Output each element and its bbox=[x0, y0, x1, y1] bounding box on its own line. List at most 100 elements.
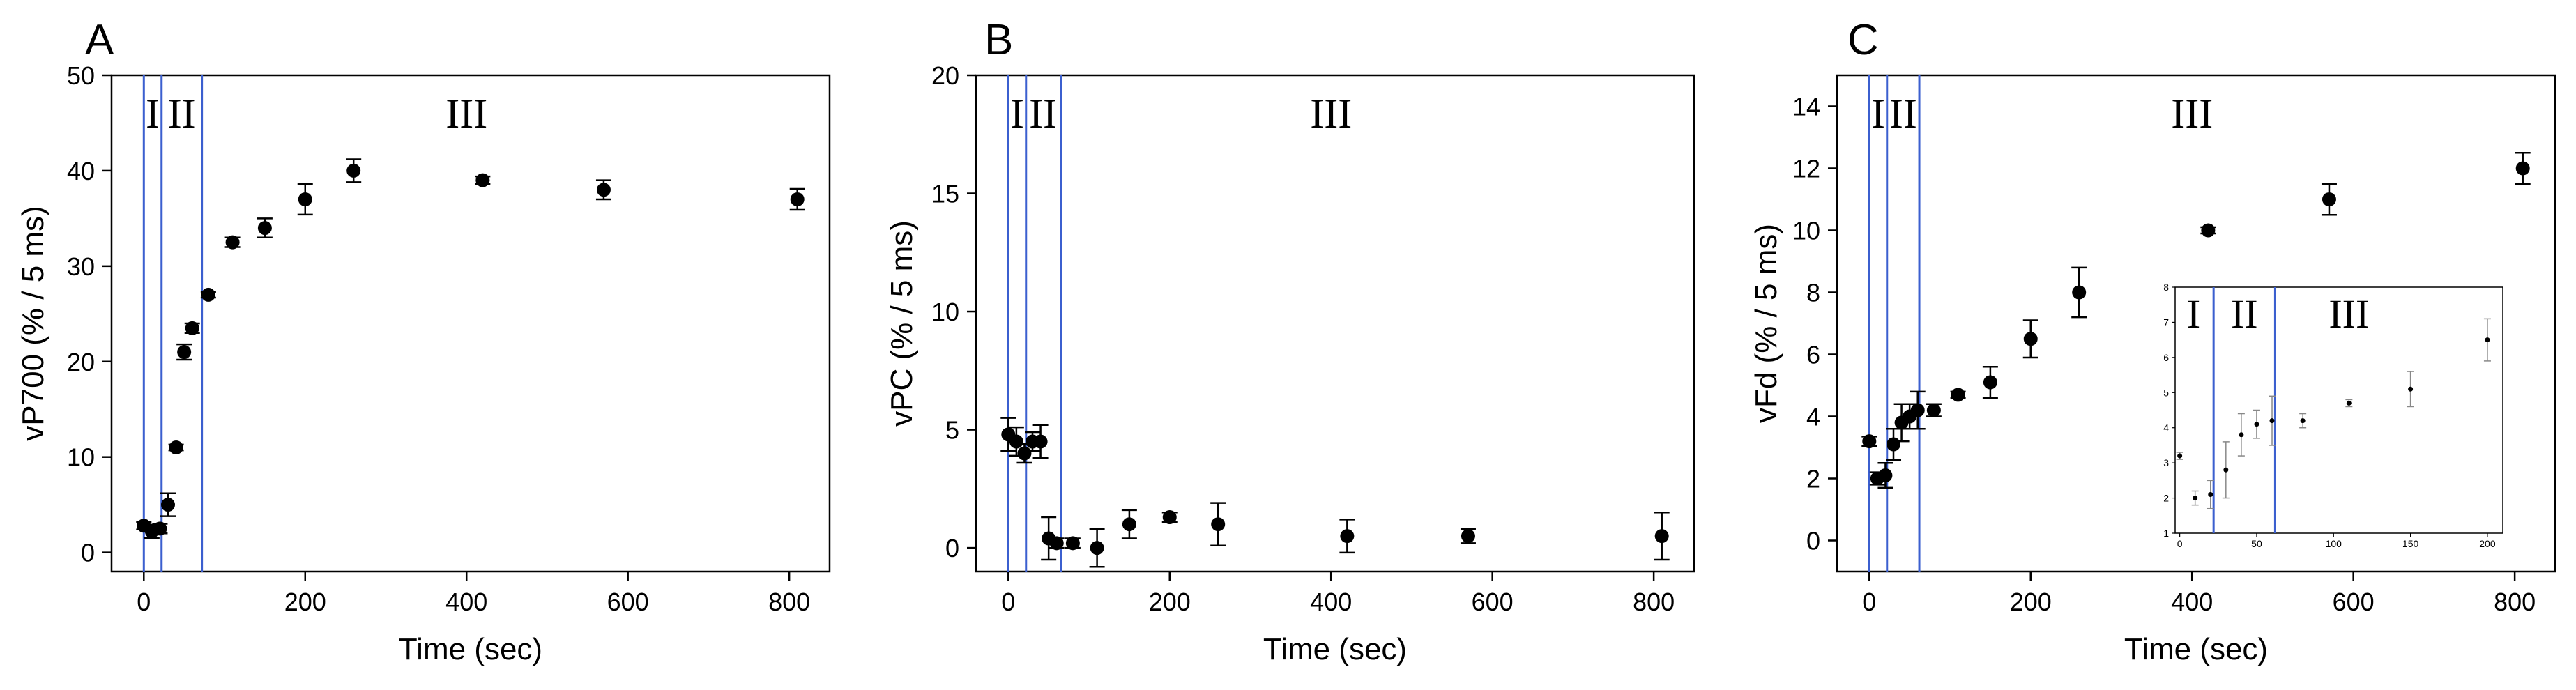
y-tick-label-7: 14 bbox=[1792, 93, 1820, 121]
y-tick-label-4: 20 bbox=[931, 61, 959, 90]
inset-x-tick-label-0: 0 bbox=[2177, 538, 2183, 549]
x-tick-label-1: 200 bbox=[2010, 588, 2052, 616]
inset-y-tick-label-2: 3 bbox=[2163, 457, 2169, 468]
inset-data-point-10 bbox=[2485, 337, 2490, 343]
inset-region-label-0: I bbox=[2187, 291, 2200, 337]
data-point-8 bbox=[1951, 388, 1965, 402]
inset-data-point-2 bbox=[2208, 492, 2213, 498]
inset-y-tick-label-4: 5 bbox=[2163, 387, 2169, 398]
x-tick-label-1: 200 bbox=[1149, 588, 1191, 616]
inset-data-point-3 bbox=[2223, 467, 2229, 473]
inset-data-point-4 bbox=[2239, 432, 2244, 438]
data-point-13 bbox=[2322, 192, 2336, 206]
plot-frame bbox=[975, 74, 1695, 573]
y-tick-label-3: 30 bbox=[67, 252, 95, 281]
y-tick-label-3: 6 bbox=[1806, 341, 1820, 369]
data-point-7 bbox=[1926, 403, 1941, 417]
inset-region-label-1: II bbox=[2231, 291, 2258, 337]
inset-y-tick-label-1: 2 bbox=[2163, 493, 2169, 504]
y-tick-label-4: 40 bbox=[67, 157, 95, 185]
y-tick-label-2: 20 bbox=[67, 348, 95, 376]
data-point-9 bbox=[1983, 375, 1997, 390]
inset-y-tick-label-6: 7 bbox=[2163, 316, 2169, 328]
y-axis-label: vP700 (% / 5 ms) bbox=[16, 206, 50, 440]
data-point-8 bbox=[225, 235, 240, 250]
inset-data-point-5 bbox=[2254, 422, 2259, 427]
data-point-12 bbox=[1340, 529, 1355, 544]
panel-letter-C: C bbox=[1847, 16, 1879, 64]
data-point-9 bbox=[1122, 517, 1136, 532]
plot-frame bbox=[110, 74, 831, 573]
y-tick-label-5: 10 bbox=[1792, 217, 1820, 245]
region-label-0: I bbox=[146, 91, 160, 137]
x-tick-label-2: 400 bbox=[445, 588, 487, 616]
data-point-8 bbox=[1090, 541, 1104, 555]
data-point-14 bbox=[1654, 529, 1669, 544]
x-tick-label-4: 800 bbox=[1633, 588, 1675, 616]
data-point-0 bbox=[1862, 434, 1877, 449]
region-label-2: III bbox=[445, 91, 487, 137]
inset-data-point-8 bbox=[2346, 400, 2352, 406]
x-tick-label-4: 800 bbox=[2494, 588, 2536, 616]
y-tick-label-5: 50 bbox=[67, 61, 95, 90]
inset-y-tick-label-5: 6 bbox=[2163, 352, 2169, 363]
region-label-1: II bbox=[168, 91, 196, 137]
data-point-2 bbox=[1017, 446, 1032, 461]
panel-letter-B: B bbox=[984, 16, 1013, 64]
data-point-9 bbox=[257, 221, 272, 236]
inset-x-tick-label-1: 50 bbox=[2251, 538, 2262, 549]
data-point-13 bbox=[1461, 529, 1475, 544]
data-point-7 bbox=[201, 287, 215, 302]
data-point-3 bbox=[161, 498, 176, 512]
x-tick-label-4: 800 bbox=[768, 588, 810, 616]
x-tick-label-3: 600 bbox=[2333, 588, 2375, 616]
data-point-7 bbox=[1065, 536, 1080, 551]
data-point-4 bbox=[169, 440, 183, 454]
y-tick-label-1: 2 bbox=[1806, 465, 1820, 493]
inset-region-label-2: III bbox=[2329, 291, 2369, 337]
inset-data-point-9 bbox=[2408, 386, 2414, 392]
y-tick-label-0: 0 bbox=[945, 534, 959, 562]
x-tick-label-2: 400 bbox=[2171, 588, 2213, 616]
data-point-6 bbox=[185, 321, 199, 335]
data-point-12 bbox=[2201, 223, 2216, 238]
data-point-2 bbox=[153, 521, 167, 536]
inset-y-tick-label-3: 4 bbox=[2163, 422, 2169, 434]
region-label-2: III bbox=[2171, 91, 2213, 137]
data-point-11 bbox=[1211, 517, 1226, 532]
inset-frame bbox=[2174, 286, 2503, 534]
region-label-1: II bbox=[1029, 91, 1057, 137]
data-point-4 bbox=[1033, 434, 1048, 449]
y-tick-label-6: 12 bbox=[1792, 155, 1820, 183]
data-point-5 bbox=[177, 345, 192, 360]
x-axis-label: Time (sec) bbox=[399, 632, 542, 666]
inset-data-point-1 bbox=[2193, 496, 2198, 501]
inset-x-tick-label-2: 100 bbox=[2326, 538, 2342, 549]
x-tick-label-0: 0 bbox=[1862, 588, 1876, 616]
inset-x-tick-label-3: 150 bbox=[2402, 538, 2419, 549]
data-point-11 bbox=[2072, 285, 2087, 300]
x-axis-label: Time (sec) bbox=[2124, 632, 2268, 666]
region-label-1: II bbox=[1889, 91, 1917, 137]
y-axis-label: vFd (% / 5 ms) bbox=[1749, 224, 1783, 423]
data-point-6 bbox=[1049, 536, 1064, 551]
inset-y-tick-label-0: 1 bbox=[2163, 528, 2169, 539]
inset-x-tick-label-4: 200 bbox=[2479, 538, 2496, 549]
y-tick-label-4: 8 bbox=[1806, 279, 1820, 307]
y-tick-label-3: 15 bbox=[931, 180, 959, 208]
plot-frame bbox=[1836, 74, 2556, 573]
data-point-10 bbox=[1162, 510, 1177, 525]
region-label-0: I bbox=[1871, 91, 1885, 137]
data-point-3 bbox=[1887, 437, 1901, 452]
y-axis-label: vPC (% / 5 ms) bbox=[885, 220, 919, 427]
region-label-2: III bbox=[1310, 91, 1352, 137]
data-point-6 bbox=[1910, 403, 1925, 417]
y-tick-label-1: 10 bbox=[67, 443, 95, 472]
x-tick-label-0: 0 bbox=[137, 588, 151, 616]
inset-data-point-7 bbox=[2300, 418, 2306, 424]
y-tick-label-2: 10 bbox=[931, 298, 959, 326]
